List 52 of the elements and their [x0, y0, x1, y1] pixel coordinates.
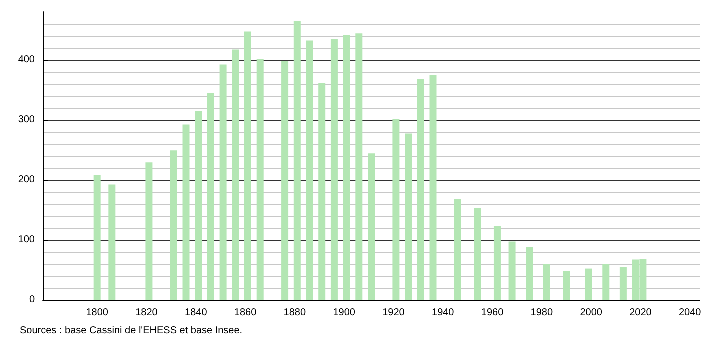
x-tick-label: 2000: [580, 308, 603, 318]
bar: [454, 199, 462, 300]
bar: [620, 267, 627, 300]
bar: [232, 50, 240, 300]
bar: [563, 271, 570, 300]
y-tick-label: 100: [18, 234, 36, 246]
bar: [94, 175, 101, 300]
bar: [392, 119, 400, 300]
bar: [585, 268, 592, 300]
bar: [207, 93, 214, 300]
bar: [282, 61, 289, 300]
bar: [543, 264, 550, 300]
bar: [108, 184, 116, 300]
y-tick-label: 400: [18, 54, 36, 66]
x-tick-label: 1880: [284, 308, 306, 318]
bar: [417, 79, 424, 300]
bar: [306, 40, 314, 300]
bar: [526, 247, 534, 300]
bar: [244, 32, 252, 300]
x-tick-label: 2020: [630, 308, 652, 318]
bar: [494, 226, 501, 300]
bar: [405, 134, 412, 300]
x-tick-label: 1900: [333, 308, 356, 318]
bar: [430, 75, 437, 300]
bar: [602, 264, 610, 300]
x-tick-label: 1840: [185, 308, 208, 318]
x-tick-label: 1960: [481, 308, 504, 318]
bar: [508, 242, 516, 300]
x-tick-label: 1800: [86, 308, 109, 318]
bar: [343, 35, 350, 300]
x-tick-label: 2040: [678, 308, 702, 318]
y-tick-label: 200: [18, 174, 36, 186]
x-tick-label: 1920: [382, 308, 406, 318]
y-tick-label: 0: [29, 294, 36, 306]
bar: [318, 83, 326, 300]
bar: [256, 59, 264, 300]
bar: [170, 150, 178, 300]
source-note: Sources : base Cassini de l'EHESS et base Insee.: [20, 326, 243, 336]
x-tick-label: 1980: [530, 308, 554, 318]
bar: [368, 154, 375, 300]
bar: [146, 162, 153, 300]
x-tick-label: 1860: [234, 308, 258, 318]
bar: [182, 124, 190, 300]
bar: [356, 34, 363, 300]
x-tick-label: 1820: [136, 308, 158, 318]
x-tick-label: 1940: [432, 308, 455, 318]
bar: [474, 208, 482, 300]
bar: [330, 39, 338, 300]
bar: [294, 21, 301, 300]
bar: [220, 64, 227, 300]
y-tick-label: 300: [18, 114, 36, 126]
bar: [195, 111, 202, 300]
